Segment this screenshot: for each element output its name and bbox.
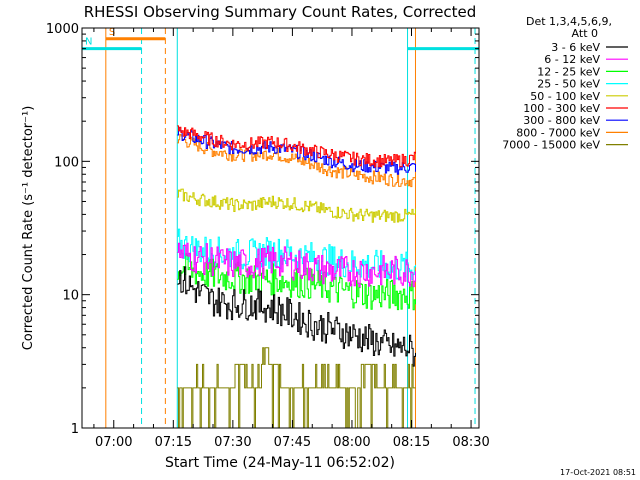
axis-layer: 07:00 07:15 07:30 07:45 08:00 08:15 08:30 1 10 10… <box>46 22 490 450</box>
series-6-12-kev <box>177 242 416 288</box>
y-tick-label: 100 <box>54 155 79 170</box>
series-trace <box>177 347 416 429</box>
series-12-25-kev <box>177 253 416 311</box>
x-tick-label: 07:15 <box>155 435 192 450</box>
y-tick-label: 10 <box>62 289 79 304</box>
series-3-6-kev <box>177 266 416 367</box>
legend-label: 12 - 25 keV <box>537 65 600 78</box>
x-tick-label: 08:00 <box>333 435 370 450</box>
series-100-300-kev <box>177 125 416 168</box>
chart-title: RHESSI Observing Summary Count Rates, Co… <box>84 3 477 21</box>
x-axis-label: Start Time (24-May-11 06:52:02) <box>165 455 395 471</box>
legend-header: Att 0 <box>572 27 598 40</box>
overlay-layer: SN <box>82 27 479 428</box>
y-tick-label: 1 <box>71 422 79 437</box>
legend-label: 7000 - 15000 keV <box>502 139 600 152</box>
flag-bar-label: N <box>85 37 92 48</box>
x-tick-label: 07:45 <box>274 435 311 450</box>
x-tick-label: 07:30 <box>214 435 251 450</box>
series-trace <box>177 188 416 223</box>
flag-bar-label: S <box>109 27 115 38</box>
legend-label: 6 - 12 keV <box>544 53 600 66</box>
series-trace <box>177 125 416 168</box>
series-trace <box>177 253 416 311</box>
y-tick-label: 1000 <box>46 22 79 37</box>
series-trace <box>177 266 416 367</box>
series-800-7000-kev <box>177 133 416 188</box>
legend-label: 50 - 100 keV <box>530 90 600 103</box>
x-tick-label: 07:00 <box>95 435 132 450</box>
x-tick-label: 08:15 <box>393 435 430 450</box>
series-50-100-kev <box>177 188 416 223</box>
legend-label: 800 - 7000 keV <box>516 126 600 139</box>
x-tick-label: 08:30 <box>452 435 489 450</box>
legend-label: 100 - 300 keV <box>523 102 600 115</box>
legend-label: 300 - 800 keV <box>523 114 600 127</box>
series-7000-15000-kev <box>177 347 416 429</box>
series-layer <box>177 125 416 429</box>
series-trace <box>177 242 416 288</box>
legend-header: Det 1,3,4,5,6,9, <box>526 15 612 28</box>
y-axis-label: Corrected Count Rate (s⁻¹ detector⁻¹) <box>21 106 36 351</box>
legend-label: 25 - 50 keV <box>537 78 600 91</box>
legend-label: 3 - 6 keV <box>551 41 600 54</box>
series-trace <box>177 133 416 188</box>
plot-frame <box>81 27 480 429</box>
plot-timestamp: 17-Oct-2021 08:51 <box>560 468 636 477</box>
